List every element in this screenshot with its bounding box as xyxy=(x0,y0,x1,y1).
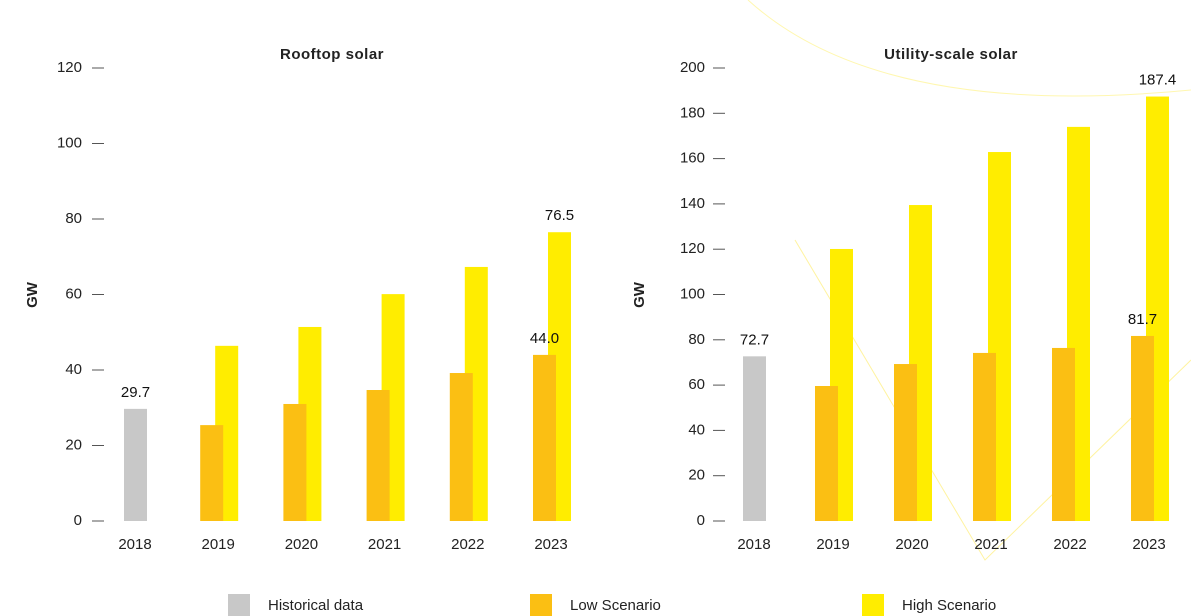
x-tick-label: 2018 xyxy=(118,536,151,553)
y-tick-label: 160 xyxy=(680,150,705,167)
y-tick-label: 60 xyxy=(65,285,82,302)
x-tick-label: 2020 xyxy=(895,536,928,553)
y-tick-label: 0 xyxy=(697,512,705,529)
y-tick-label: 40 xyxy=(688,421,705,438)
y-tick-label: 140 xyxy=(680,195,705,212)
x-tick-label: 2023 xyxy=(534,536,567,553)
decor-curve xyxy=(747,0,1191,97)
x-tick-label: 2019 xyxy=(816,536,849,553)
bar xyxy=(124,408,147,521)
legend-swatch xyxy=(530,594,552,616)
y-tick-label: 120 xyxy=(680,240,705,257)
y-tick-label: 0 xyxy=(74,512,82,529)
x-tick-label: 2021 xyxy=(974,536,1007,553)
x-tick-label: 2018 xyxy=(737,536,770,553)
y-axis-label: GW xyxy=(631,281,648,308)
x-tick-label: 2021 xyxy=(368,536,401,553)
y-tick-label: 200 xyxy=(680,59,705,76)
value-label: 187.4 xyxy=(1139,72,1177,89)
value-label: 29.7 xyxy=(121,384,150,401)
y-tick-label: 100 xyxy=(57,134,82,151)
x-tick-label: 2022 xyxy=(451,536,484,553)
y-tick-label: 20 xyxy=(688,467,705,484)
bar xyxy=(1052,347,1075,521)
legend-label: Low Scenario xyxy=(570,597,661,614)
bar xyxy=(815,386,838,521)
value-label: 76.5 xyxy=(545,207,574,224)
y-tick-label: 100 xyxy=(680,285,705,302)
y-tick-label: 80 xyxy=(65,210,82,227)
bar xyxy=(973,352,996,521)
legend-swatch xyxy=(228,594,250,616)
bar xyxy=(366,390,390,521)
y-axis-label: GW xyxy=(24,281,41,308)
bar xyxy=(200,425,224,521)
y-tick-label: 180 xyxy=(680,104,705,121)
value-label: 44.0 xyxy=(530,330,559,347)
chart-title: Rooftop solar xyxy=(280,46,384,63)
legend-label: Historical data xyxy=(268,597,364,614)
x-tick-label: 2023 xyxy=(1132,536,1165,553)
bar xyxy=(533,354,556,521)
y-tick-label: 20 xyxy=(65,436,82,453)
x-tick-label: 2020 xyxy=(285,536,318,553)
value-label: 72.7 xyxy=(740,331,769,348)
x-tick-label: 2019 xyxy=(202,536,235,553)
bar xyxy=(1131,335,1154,521)
bar xyxy=(743,356,766,521)
y-tick-label: 40 xyxy=(65,361,82,378)
value-label: 81.7 xyxy=(1128,311,1157,328)
y-tick-label: 120 xyxy=(57,59,82,76)
decor-curve xyxy=(794,239,1191,561)
bar xyxy=(894,364,917,521)
chart-title: Utility-scale solar xyxy=(884,46,1018,63)
x-tick-label: 2022 xyxy=(1053,536,1086,553)
bar xyxy=(283,403,307,521)
y-tick-label: 60 xyxy=(688,376,705,393)
bar xyxy=(449,373,473,521)
legend-swatch xyxy=(862,594,884,616)
legend-label: High Scenario xyxy=(902,597,996,614)
y-tick-label: 80 xyxy=(688,331,705,348)
